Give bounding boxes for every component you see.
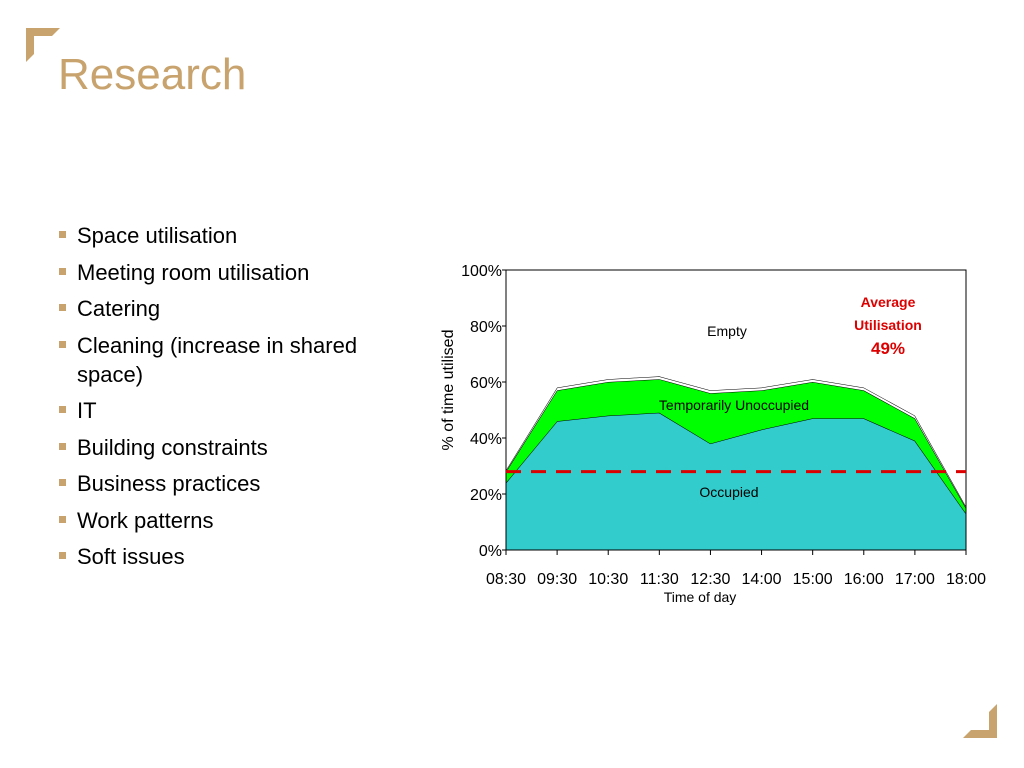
bullet-text: Space utilisation	[77, 223, 238, 248]
corner-bracket-top-left	[26, 28, 60, 62]
bullet-item: Work patterns	[58, 506, 418, 535]
y-tick-label: 60%	[470, 375, 502, 392]
area-empty	[506, 270, 966, 507]
slide-title: Research	[58, 50, 247, 99]
bullet-marker	[59, 304, 66, 311]
bullet-item: Meeting room utilisation	[58, 258, 418, 287]
y-axis-title: % of time utilised	[440, 330, 457, 451]
x-tick-label: 12:30	[690, 571, 730, 588]
y-tick-label: 40%	[470, 431, 502, 448]
bullet-item: Business practices	[58, 469, 418, 498]
bullet-text: IT	[77, 398, 97, 423]
series-label-temporarily-unoccupied: Temporarily Unoccupied	[659, 397, 809, 413]
bullet-item: Catering	[58, 294, 418, 323]
x-tick-label: 09:30	[537, 571, 577, 588]
bullet-text: Building constraints	[77, 434, 268, 460]
x-tick-label: 10:30	[588, 571, 628, 588]
x-tick-label: 11:30	[640, 571, 679, 588]
x-axis-title: Time of day	[664, 589, 737, 605]
bullet-item: Space utilisation	[58, 221, 418, 250]
bullet-item: Soft issues	[58, 542, 418, 571]
bullet-text: Cleaning (increase in shared space)	[77, 332, 358, 387]
y-tick-label: 20%	[470, 487, 502, 504]
area-temporarily-unoccupied	[506, 379, 966, 514]
annotation-line1: Average	[861, 294, 916, 310]
bullet-marker	[59, 267, 66, 275]
bullet-marker	[59, 442, 66, 450]
bullet-text: Work patterns	[77, 507, 214, 533]
series-label-occupied: Occupied	[699, 484, 758, 500]
area-occupied	[506, 412, 966, 550]
plot-frame	[505, 269, 967, 551]
x-tick-label: 16:00	[844, 571, 884, 588]
bullet-text: Meeting room utilisation	[77, 259, 310, 285]
annotation-value: 49%	[871, 339, 905, 358]
x-tick-label: 17:00	[895, 571, 935, 588]
y-tick-label: 80%	[470, 319, 502, 336]
x-tick-label: 18:00	[946, 571, 986, 588]
annotation-line2: Utilisation	[854, 317, 922, 333]
corner-bracket-bottom-right	[963, 704, 997, 738]
x-tick-label: 14:00	[742, 571, 782, 588]
bullet-marker	[59, 479, 66, 486]
bullet-marker	[59, 552, 66, 559]
x-tick-label: 15:00	[793, 571, 833, 588]
x-tick-label: 08:30	[486, 571, 526, 588]
series-label-empty: Empty	[707, 323, 747, 339]
bullet-item: Cleaning (increase in shared space)	[58, 331, 418, 389]
bullet-text: Catering	[77, 296, 161, 321]
y-tick-label: 100%	[461, 263, 502, 280]
bullet-item: Building constraints	[58, 433, 418, 462]
y-tick-label: 0%	[479, 543, 502, 560]
bullet-text: Soft issues	[77, 544, 185, 569]
bullet-list: Space utilisation Meeting room utilisati…	[58, 221, 418, 579]
bullet-marker	[59, 406, 66, 413]
bullet-text: Business practices	[77, 471, 261, 496]
bullet-marker	[59, 231, 66, 238]
bullet-marker	[59, 515, 66, 523]
bullet-marker	[59, 340, 66, 348]
bullet-item: IT	[58, 396, 418, 425]
